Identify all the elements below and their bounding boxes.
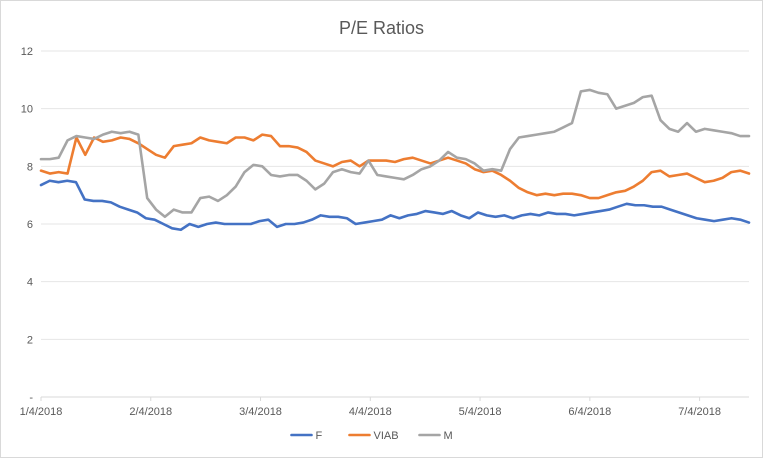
series-line-m — [39, 88, 751, 219]
legend-label-m: M — [444, 430, 453, 442]
y-tick-label: 2 — [27, 334, 33, 346]
legend: F VIAB M — [290, 430, 453, 442]
x-tick-label: 1/4/2018 — [20, 406, 63, 418]
x-tick-label: 6/4/2018 — [568, 406, 611, 418]
chart-title: P/E Ratios — [339, 18, 424, 38]
legend-label-viab: VIAB — [374, 430, 399, 442]
x-tick-label: 7/4/2018 — [678, 406, 721, 418]
series-line-viab — [39, 133, 751, 200]
y-tick-label: 10 — [21, 104, 33, 116]
series-lines — [39, 88, 751, 232]
y-axis-labels: - 2 4 6 8 10 12 — [21, 46, 34, 404]
y-tick-label: 4 — [27, 277, 33, 289]
x-axis-labels: 1/4/2018 2/4/2018 3/4/2018 4/4/2018 5/4/2018… — [20, 406, 721, 418]
x-tick-label: 5/4/2018 — [459, 406, 502, 418]
x-tick-label: 4/4/2018 — [349, 406, 392, 418]
y-tick-label: - — [29, 392, 33, 404]
x-tick-label: 2/4/2018 — [129, 406, 172, 418]
y-tick-label: 12 — [21, 46, 33, 58]
series-line-f — [39, 179, 751, 232]
y-tick-label: 8 — [27, 161, 33, 173]
y-tick-label: 6 — [27, 219, 33, 231]
gridlines — [40, 50, 749, 401]
x-tick-label: 3/4/2018 — [239, 406, 282, 418]
legend-label-f: F — [316, 430, 323, 442]
